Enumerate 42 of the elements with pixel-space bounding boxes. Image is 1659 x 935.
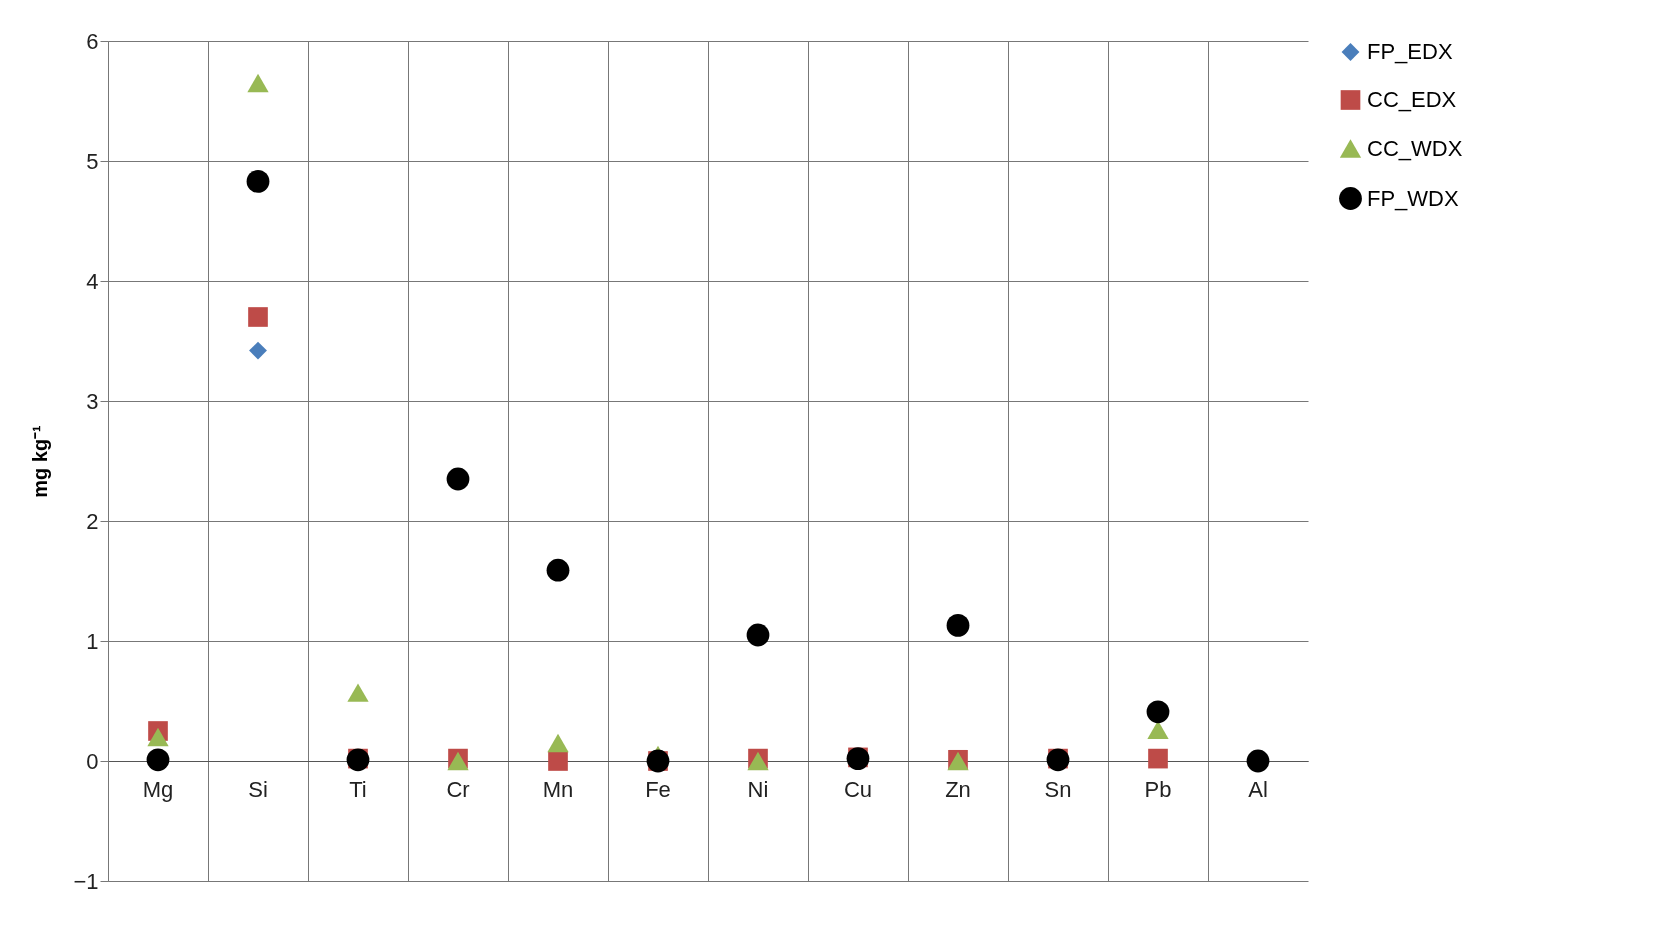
y-tick-label: 6 — [86, 28, 99, 54]
point — [147, 727, 169, 747]
point — [146, 748, 170, 772]
point — [446, 467, 470, 491]
point — [1147, 720, 1169, 740]
legend-label: FP_EDX — [1367, 39, 1453, 64]
point — [946, 614, 970, 637]
point — [547, 733, 569, 753]
point — [746, 623, 770, 647]
x-tick-label: Fe — [645, 776, 671, 802]
point — [247, 73, 269, 93]
point — [249, 341, 267, 360]
point — [546, 558, 570, 582]
x-tick-label: Cr — [446, 776, 470, 802]
x-tick-label: Pb — [1144, 776, 1172, 802]
point — [1246, 749, 1270, 773]
x-tick-label: Mg — [142, 776, 174, 802]
x-tick-label: Ti — [349, 776, 367, 802]
legend-label: CC_WDX — [1367, 135, 1463, 161]
y-tick-label: 5 — [86, 148, 99, 174]
point — [248, 307, 268, 327]
point — [548, 751, 568, 771]
point — [1148, 748, 1168, 769]
point — [1146, 700, 1170, 724]
y-tick-label: 2 — [86, 508, 99, 534]
x-tick-label: Si — [248, 776, 268, 802]
y-tick-label: 4 — [86, 268, 99, 294]
x-tick-label: Zn — [945, 776, 971, 802]
x-tick-label: Cu — [843, 776, 873, 802]
x-tick-label: Al — [1248, 776, 1268, 802]
x-tick-label: Ni — [747, 776, 769, 802]
y-tick-label: 1 — [86, 628, 99, 654]
y-axis-title: mg kg⁻¹ — [29, 424, 52, 498]
y-tick-label: −1 — [73, 868, 99, 894]
point — [246, 170, 270, 193]
y-tick-label: 0 — [86, 748, 99, 774]
legend-label: CC_EDX — [1367, 87, 1457, 112]
x-tick-label: Mn — [542, 776, 574, 802]
y-tick-label: 3 — [86, 388, 99, 414]
x-tick-label: Sn — [1044, 776, 1072, 802]
legend-label: FP_WDX — [1367, 185, 1459, 211]
point — [347, 683, 369, 702]
